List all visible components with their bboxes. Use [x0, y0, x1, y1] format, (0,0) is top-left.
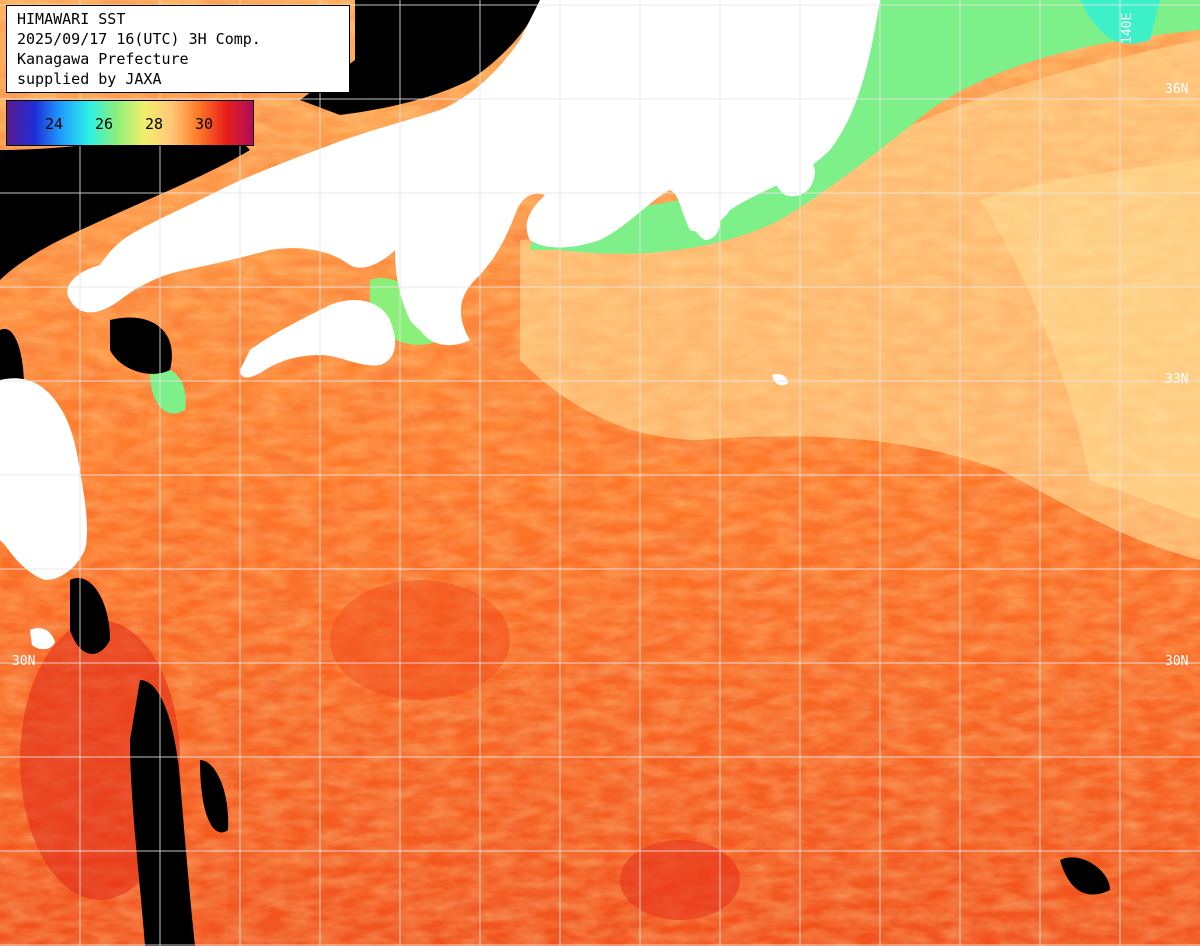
cloud-mask-south-3 [200, 760, 229, 833]
hot-water-1 [620, 840, 740, 920]
land-shikoku [240, 300, 396, 378]
land-boso [769, 146, 815, 197]
lat-label-30n-right: 30N [1165, 654, 1189, 669]
kyushu-cool-water [150, 367, 186, 414]
lat-label-30n-left: 30N [12, 654, 36, 669]
temperature-colorbar: 24 26 28 30 [6, 100, 254, 146]
lon-label-140e: 140E [1120, 12, 1135, 44]
lat-label-33n: 33N [1165, 372, 1189, 387]
colorbar-tick-28: 28 [145, 115, 164, 133]
title-box: HIMAWARI SST 2025/09/17 16(UTC) 3H Comp.… [6, 5, 350, 93]
land-izu [689, 198, 721, 240]
land-honshu [67, 0, 880, 346]
colorbar-tick-30: 30 [195, 115, 214, 133]
land-island-tanegashima [30, 628, 55, 650]
title-line-2: 2025/09/17 16(UTC) 3H Comp. [17, 30, 261, 48]
cloud-mask-south-1 [130, 680, 195, 946]
colorbar-ticks: 24 26 28 30 [7, 115, 255, 135]
land-kyushu [0, 378, 88, 580]
hot-water-3 [330, 580, 510, 700]
colorbar-tick-24: 24 [45, 115, 64, 133]
title-line-1: HIMAWARI SST [17, 10, 126, 28]
cloud-mask-northwest [0, 120, 250, 280]
colorbar-tick-26: 26 [95, 115, 114, 133]
cloud-mask-southeast [1060, 857, 1110, 895]
coastal-cool-water [530, 0, 1200, 254]
title-line-4: supplied by JAXA [17, 70, 162, 88]
cloud-mask-inland [110, 317, 172, 374]
land-island-hachijo [772, 373, 788, 386]
title-line-3: Kanagawa Prefecture [17, 50, 189, 68]
lat-label-36n: 36N [1165, 82, 1189, 97]
land-kii [395, 244, 457, 336]
